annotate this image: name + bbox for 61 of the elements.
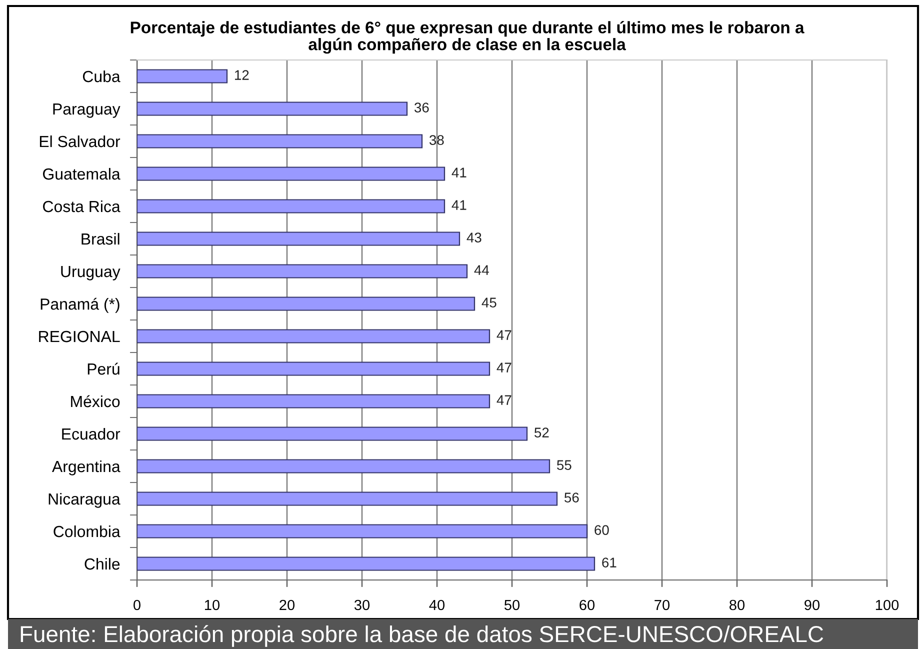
x-tick-label: 50 <box>504 600 520 610</box>
bar <box>137 556 596 571</box>
bar <box>137 426 528 441</box>
y-tick-label: México <box>71 395 120 408</box>
y-tick-label: Nicaragua <box>48 492 120 508</box>
x-tick-label: 20 <box>280 600 295 610</box>
x-tick-label: 10 <box>205 600 220 610</box>
data-label: 12 <box>235 70 249 80</box>
data-label: 60 <box>594 525 609 535</box>
x-tick-label: 30 <box>354 600 370 610</box>
data-label: 47 <box>496 330 512 340</box>
bar <box>137 492 558 506</box>
bar <box>137 362 490 376</box>
y-tick-label: Cuba <box>82 70 120 82</box>
x-tick-label: 0 <box>134 600 140 610</box>
data-label: 45 <box>482 298 496 308</box>
y-tick-label: Argentina <box>52 460 120 476</box>
data-label: 43 <box>466 232 482 242</box>
y-tick-label: Colombia <box>54 525 120 538</box>
y-tick-label: Brasil <box>82 232 120 245</box>
bar <box>137 296 476 311</box>
bar <box>137 264 468 278</box>
bar <box>137 199 446 214</box>
data-label: 52 <box>534 428 549 438</box>
y-tick-label: Costa Rica <box>43 200 120 212</box>
data-label: 55 <box>557 460 572 470</box>
data-label: 38 <box>429 135 444 145</box>
y-tick-label: Paraguay <box>53 104 120 118</box>
data-label: 47 <box>496 362 512 372</box>
y-tick-label: Panamá (*) <box>40 298 120 313</box>
data-label: 47 <box>496 395 512 405</box>
data-label: 44 <box>474 265 489 275</box>
x-tick-label: 90 <box>804 600 820 610</box>
x-tick-label: 80 <box>730 600 745 610</box>
chart-title: Porcentaje de estudiantes de 6° que expresan que durante el último mes le robaron a algún compañero de clase en la escuela <box>130 21 804 54</box>
x-tick-label: 70 <box>654 600 670 610</box>
data-label: 36 <box>414 102 429 112</box>
data-label: 41 <box>452 168 466 178</box>
data-label: 61 <box>602 558 616 568</box>
x-tick-label: 60 <box>580 600 595 610</box>
bar <box>137 166 446 181</box>
bar <box>137 232 460 246</box>
y-tick-label: Guatemala <box>43 168 120 180</box>
y-tick-label: Chile <box>84 558 120 570</box>
source-note: Fuente: Elaboración propia sobre la base de datos SERCE-UNESCO/OREALC <box>20 625 824 647</box>
data-label: 41 <box>452 200 466 210</box>
bar <box>137 524 588 538</box>
y-tick-label: Uruguay <box>61 266 120 280</box>
bar <box>137 459 550 474</box>
y-tick-label: REGIONAL <box>39 330 120 342</box>
bar <box>137 329 490 344</box>
x-tick-label: 100 <box>876 600 899 610</box>
y-tick-label: El Salvador <box>40 135 120 148</box>
data-label: 56 <box>564 492 579 502</box>
bar <box>137 69 228 84</box>
bar <box>137 102 408 116</box>
x-tick-label: 40 <box>429 600 445 610</box>
bar <box>137 394 490 408</box>
y-tick-label: Perú <box>88 362 120 375</box>
bar <box>137 134 423 148</box>
y-tick-label: Ecuador <box>62 428 120 440</box>
